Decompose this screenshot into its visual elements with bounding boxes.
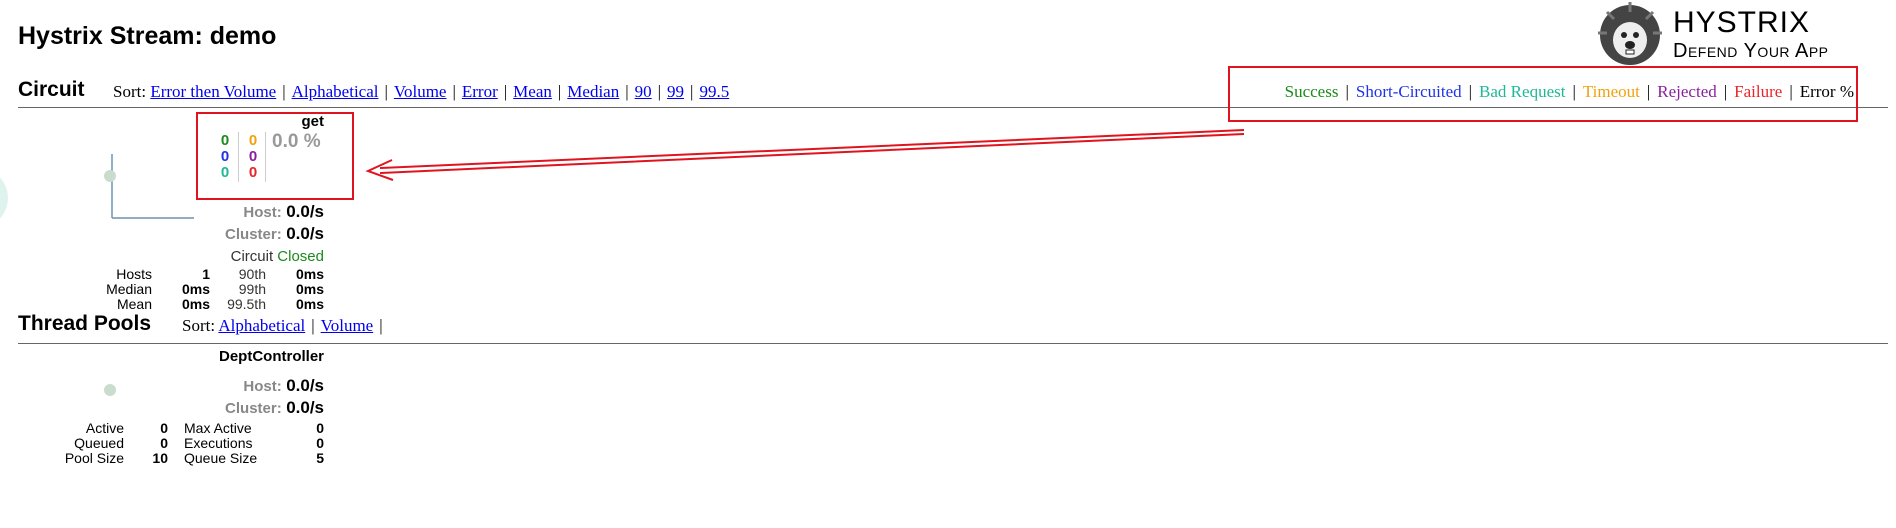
thread-pools-divider [18, 343, 1888, 344]
stat-99-5th-label: 99.5th [227, 296, 266, 310]
sort-volume[interactable]: Volume [393, 82, 447, 101]
pool-sort-volume[interactable]: Volume [320, 316, 374, 335]
host-rate-label: Host: [243, 204, 282, 221]
thread-pools-sort-label: Sort: [182, 316, 216, 335]
pool-status-dot [104, 384, 116, 396]
count-short-circuited: 0 [220, 148, 230, 165]
stat-90th-label: 90th [238, 267, 266, 282]
circuit-name: get [301, 113, 325, 130]
pool-size-value: 10 [152, 450, 168, 466]
sort-alphabetical[interactable]: Alphabetical [291, 82, 379, 101]
stat-median-label: Median [106, 281, 152, 297]
stat-99-5th-value: 0ms [295, 296, 324, 310]
sort-error-then-volume[interactable]: Error then Volume [150, 82, 277, 101]
hedgehog-logo-icon [1598, 2, 1662, 65]
stat-hosts-label: Hosts [116, 267, 152, 282]
count-rejected: 0 [248, 148, 258, 165]
page-title: Hystrix Stream: demo [18, 22, 277, 50]
stat-mean-label: Mean [116, 296, 152, 310]
pool-size-label: Pool Size [64, 450, 124, 466]
circuit-status-value: Closed [277, 248, 324, 265]
sort-90[interactable]: 90 [634, 82, 652, 101]
pool-host-rate-value: 0.0/s [286, 376, 324, 395]
hystrix-logo: Hystrix Defend Your App [1591, 0, 1886, 66]
pool-queued-label: Queued [74, 435, 124, 451]
stat-hosts-value: 1 [202, 267, 210, 282]
pool-stats: Active Queued Pool Size 0 0 10 Max Activ… [40, 421, 330, 469]
pool-host-rate-label: Host: [243, 378, 282, 395]
legend-failure: Failure [1734, 82, 1783, 101]
pool-active-label: Active [85, 420, 124, 436]
count-divider-1 [238, 132, 239, 182]
count-failure: 0 [248, 164, 258, 181]
circuit-card: get 0 0 0 0 0 0 0.0 % Host: 0.0/s Cluste… [0, 108, 340, 310]
thread-pools-section-title: Thread Pools [18, 312, 152, 335]
stat-99th-value: 0ms [295, 281, 324, 297]
sort-99[interactable]: 99 [667, 82, 685, 101]
circuit-status-label: Circuit [230, 248, 274, 265]
pool-name: DeptController [219, 348, 324, 365]
thread-pool-card: DeptController Host: 0.0/s Cluster: 0.0/… [0, 344, 340, 474]
stat-99th-label: 99th [238, 281, 266, 297]
circuit-sort-label: Sort: [113, 82, 147, 101]
pool-sort-alphabetical[interactable]: Alphabetical [218, 316, 306, 335]
pool-active-value: 0 [160, 420, 168, 436]
legend-short-circuited: Short-Circuited [1355, 82, 1462, 101]
partial-circle-shape [0, 177, 8, 219]
count-divider-2 [265, 132, 266, 182]
sort-99-5[interactable]: 99.5 [699, 82, 730, 101]
pool-executions-label: Executions [184, 435, 253, 451]
sort-median[interactable]: Median [567, 82, 620, 101]
annotation-box-counts [196, 112, 354, 200]
count-timeout: 0 [248, 132, 258, 149]
legend-rejected: Rejected [1657, 82, 1717, 101]
legend-bad-request: Bad Request [1479, 82, 1566, 101]
logo-tagline: Defend Your App [1673, 40, 1829, 62]
pool-queue-size-label: Queue Size [184, 450, 258, 466]
count-bad-request: 0 [220, 164, 230, 181]
pool-queue-size-value: 5 [316, 450, 324, 466]
legend-error-pct: Error % [1799, 82, 1854, 101]
circuit-stats: Hosts Median Mean 1 0ms 0ms 90th 99th 99… [60, 267, 328, 309]
count-success: 0 [220, 132, 230, 149]
legend-timeout: Timeout [1582, 82, 1640, 101]
cluster-rate-label: Cluster: [225, 226, 282, 243]
sparkline-chart [104, 154, 194, 219]
host-rate-value: 0.0/s [286, 202, 324, 221]
pool-queued-value: 0 [160, 435, 168, 451]
pool-max-active-label: Max Active [184, 420, 252, 436]
cluster-rate-value: 0.0/s [286, 224, 324, 243]
stat-90th-value: 0ms [295, 267, 324, 282]
pool-max-active-value: 0 [316, 420, 324, 436]
legend-success: Success [1284, 82, 1339, 101]
annotation-box-legend [1228, 66, 1858, 122]
circuit-divider [18, 107, 1888, 108]
logo-title: Hystrix [1673, 6, 1811, 39]
pool-cluster-rate-value: 0.0/s [286, 398, 324, 417]
sort-error[interactable]: Error [461, 82, 498, 101]
pool-cluster-rate-label: Cluster: [225, 400, 282, 417]
stat-median-value: 0ms [181, 281, 210, 297]
stat-mean-value: 0ms [181, 296, 210, 310]
status-legend: Success | Short-Circuited | Bad Request | Time… [1284, 82, 1854, 101]
pool-executions-value: 0 [316, 435, 324, 451]
circuit-section-title: Circuit [18, 78, 85, 101]
error-percentage: 0.0 % [272, 131, 321, 152]
sort-mean[interactable]: Mean [513, 82, 552, 101]
circuit-sort-bar: Sort: Error then Volume | Alphabetical | Vol… [113, 82, 730, 101]
thread-pools-sort-bar: Sort: Alphabetical | Volume | [182, 316, 383, 335]
